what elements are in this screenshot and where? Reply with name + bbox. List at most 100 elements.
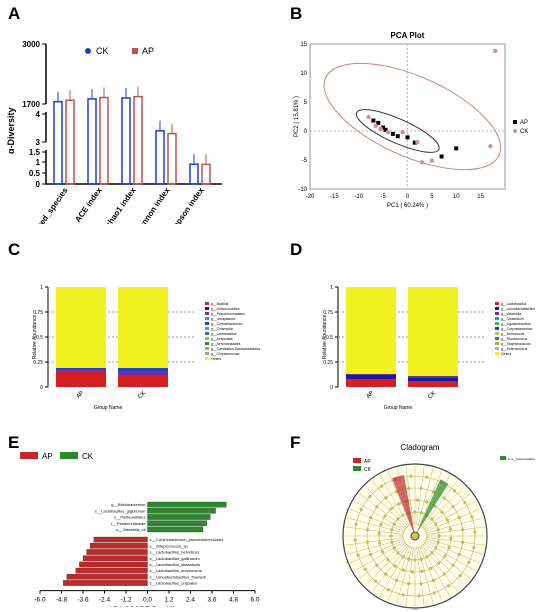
legend-swatch xyxy=(205,327,209,330)
y-axis-label: Relative Abundance xyxy=(322,315,328,360)
cladogram-branch xyxy=(425,541,476,572)
bar-ap xyxy=(79,561,148,568)
cladogram-node xyxy=(380,484,384,488)
cladogram-branch xyxy=(379,475,410,526)
y-tick-label: 1 xyxy=(330,285,333,291)
cladogram-node xyxy=(396,551,400,555)
bar-ap xyxy=(86,549,148,555)
cladogram-node xyxy=(472,546,476,550)
cladogram-node xyxy=(461,528,465,532)
point-ap xyxy=(381,125,386,130)
cladogram-branch xyxy=(416,547,425,606)
cladogram-node xyxy=(449,536,453,540)
cladogram-node xyxy=(389,534,393,538)
cladogram-branch xyxy=(365,544,407,586)
feature-label: f__Pasteurellaceae xyxy=(111,521,146,526)
cladogram-branch xyxy=(359,493,406,529)
cladogram-node xyxy=(397,502,401,506)
stack-segment xyxy=(56,371,106,387)
point-ck xyxy=(415,139,420,145)
y-tick-label: 0 xyxy=(304,129,308,135)
point-ck xyxy=(400,129,405,135)
legend-label-ck: CK xyxy=(96,46,109,56)
legend-label: g__Anthococcidies xyxy=(211,307,240,311)
cladogram-node xyxy=(407,486,411,490)
feature-label: s__Lactobacillus_gallinarum xyxy=(150,556,201,561)
cladogram-node xyxy=(434,522,438,526)
cladogram-node xyxy=(354,522,358,526)
cladogram-branch xyxy=(405,547,414,606)
y-tick-label: 5 xyxy=(304,100,308,106)
panel-label-b: B xyxy=(290,4,303,23)
panel-label-a: A xyxy=(8,4,21,23)
side-note-swatch xyxy=(500,456,506,460)
legend-swatch-ap xyxy=(20,452,38,459)
point-ck xyxy=(429,158,435,163)
x-tick-label: -3.6 xyxy=(77,597,89,604)
legend-marker-ap xyxy=(513,120,517,124)
cladogram-node xyxy=(384,572,388,576)
legend-swatch xyxy=(495,327,499,330)
cladogram-branch xyxy=(379,546,410,597)
cladogram-node xyxy=(448,527,452,531)
feature-label: s__Olsenella_uli xyxy=(116,527,145,532)
legend-swatch xyxy=(495,342,499,345)
confidence-ellipse-ck xyxy=(323,62,502,171)
cladogram-branch xyxy=(419,471,442,525)
legend-swatch xyxy=(495,312,499,315)
cladogram-node xyxy=(442,496,446,500)
legend-label: Others xyxy=(211,357,221,361)
cladogram-node xyxy=(446,584,450,588)
stack-segment xyxy=(56,368,106,369)
y-tick-label: 0.25 xyxy=(323,360,333,366)
legend-label-ap: AP xyxy=(364,459,371,465)
legend-marker-ck xyxy=(85,48,91,54)
feature-label: s__Lactobacillus_gigeriorum xyxy=(95,508,146,513)
cladogram-node xyxy=(368,494,372,498)
legend-label-ck: CK xyxy=(364,467,372,473)
x-tick-label: 3.6 xyxy=(207,597,216,604)
legend-label: g__Candidatus Saccharibacteria xyxy=(211,347,260,351)
cladogram-node xyxy=(401,513,405,517)
cladogram-branch xyxy=(345,526,404,535)
cladogram-branch xyxy=(426,509,480,532)
legend-label-ck: CK xyxy=(82,452,94,461)
clade-highlight-ap xyxy=(392,474,415,536)
cladogram-node xyxy=(430,517,434,521)
cladogram-node xyxy=(392,522,396,526)
legend-label: g__Enterococcus xyxy=(501,347,528,351)
legend-label: g__Chlamydia xyxy=(211,327,233,331)
cladogram-node xyxy=(375,563,379,567)
legend-label: g__Pseudomonadales xyxy=(211,312,245,316)
cladogram-branch xyxy=(424,543,471,579)
x-axis-label: PC1 ( 60.24% ) xyxy=(387,203,428,209)
legend-label: g__Rhodococcus xyxy=(501,337,528,341)
cladogram-node xyxy=(430,551,434,555)
cladogram-node xyxy=(463,501,467,505)
feature-label: s__Lactobacillus_helveticus xyxy=(150,550,200,555)
cladogram-node xyxy=(359,507,363,511)
y-tick-label: 10 xyxy=(300,71,307,77)
panel-label-f: F xyxy=(290,433,301,452)
bar-ck xyxy=(147,520,207,526)
legend-swatch xyxy=(495,337,499,340)
lda-chart: AP CKg__Bifidobacteriums__Lactobacillus_g… xyxy=(20,452,260,607)
x-tick-label: -10 xyxy=(354,194,363,200)
cladogram-node xyxy=(395,578,399,582)
x-tick-label: -1.2 xyxy=(120,597,132,604)
legend-swatch-ap xyxy=(353,458,361,463)
cladogram-branch xyxy=(416,466,425,525)
y-tick-label: 0 xyxy=(36,180,41,189)
bar-ap xyxy=(133,95,143,185)
y-tick-label: -5 xyxy=(302,158,308,164)
stack-segment xyxy=(346,287,396,374)
bar-ck xyxy=(147,526,204,533)
x-tick-label: 0 xyxy=(406,194,410,200)
x-tick-label: 15 xyxy=(477,194,484,200)
cladogram-node xyxy=(451,563,455,567)
y-axis-label: α-Diversity xyxy=(6,107,16,154)
bar-ck xyxy=(87,98,97,185)
cladogram-node xyxy=(401,593,405,597)
y-tick-label: 15 xyxy=(300,42,307,48)
y-tick-label: 0 xyxy=(330,385,333,391)
